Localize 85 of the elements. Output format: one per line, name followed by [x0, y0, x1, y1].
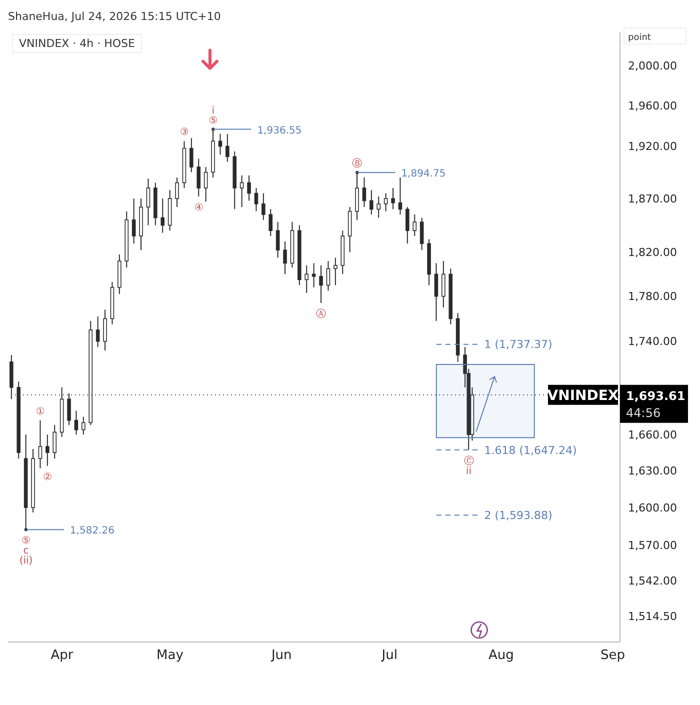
annotation: ①: [36, 406, 45, 418]
annotation: Ⓑ: [352, 158, 362, 170]
annotation: (ii): [19, 556, 33, 567]
candlestick: [67, 392, 71, 426]
candlestick: [74, 410, 78, 436]
y-tick-label: 1,514.50: [628, 610, 677, 624]
candlestick: [370, 190, 374, 216]
y-tick-label: 1,630.00: [628, 464, 677, 478]
candlestick: [146, 178, 150, 226]
text: 44:56: [626, 406, 661, 420]
annotation: Ⓒ: [464, 454, 474, 467]
candlestick: [376, 196, 381, 218]
y-tick-label: 1,570.00: [628, 538, 677, 552]
candlestick: [434, 262, 438, 322]
candlestick: [391, 187, 395, 210]
candlestick: [204, 166, 208, 202]
candlestick: [326, 260, 330, 292]
ref-line-label: 1.618 (1,647.24): [484, 444, 577, 457]
candlestick: [262, 192, 266, 220]
y-tick-label: 1,740.00: [628, 335, 677, 348]
y-axis-title: point: [628, 33, 652, 43]
candlestick: [38, 420, 42, 469]
candlestick: [240, 174, 244, 208]
candlestick: [196, 158, 201, 197]
candlestick: [406, 206, 410, 244]
candlestick: [247, 174, 251, 202]
candlestick: [268, 208, 273, 236]
annotation: ③: [180, 127, 189, 138]
y-tick-label: 1,780.00: [628, 290, 677, 304]
y-tick-label: 1,820.00: [628, 246, 677, 260]
candlestick: [46, 434, 50, 466]
candlestick: [254, 187, 258, 212]
annotation: ②: [43, 472, 52, 483]
candlestick: [132, 198, 136, 244]
candlestick: [226, 133, 230, 162]
candlestick: [384, 192, 388, 212]
text: 1,693.61: [626, 388, 686, 403]
y-tick-label: 1,542.00: [628, 574, 677, 588]
annotation: c: [23, 546, 29, 557]
candlestick: [412, 214, 417, 236]
candlestick: [82, 416, 86, 436]
x-tick-label: May: [156, 648, 184, 664]
candlestick: [312, 262, 316, 288]
x-tick-label: Jul: [380, 648, 398, 664]
candlestick: [96, 316, 100, 348]
candlestick: [420, 217, 424, 251]
x-tick-label: Jun: [270, 648, 292, 664]
candlestick: [160, 198, 165, 234]
candlestick: [355, 172, 359, 220]
candlestick: [190, 138, 194, 173]
annotation: ⑤: [22, 536, 31, 547]
text: VNINDEX · 4h · HOSE: [12, 34, 142, 53]
ref-line-label: 1 (1,737.37): [484, 338, 552, 352]
annotation: 1,894.75: [401, 168, 446, 180]
candlestick: [362, 176, 366, 208]
annotation: i: [212, 105, 215, 116]
annotation: Ⓐ: [316, 308, 326, 320]
candlestick: [218, 133, 222, 156]
candlestick: [319, 264, 323, 304]
ref-line-label: VNINDEX: [547, 388, 619, 404]
annotation: ④: [194, 202, 204, 214]
ref-line-label: 2 (1,593.88): [484, 509, 552, 522]
candlestick: [276, 222, 280, 258]
annotation: 1,936.55: [257, 125, 302, 136]
y-tick-label: 1,920.00: [628, 140, 677, 154]
annotation: 1,582.26: [70, 526, 115, 537]
chart-subtitle: ShaneHua, Jul 24, 2026 15:15 UTC+10: [8, 9, 222, 25]
y-tick-label: 1,870.00: [628, 192, 677, 206]
candlestick: [304, 264, 309, 294]
candlestick: [334, 257, 338, 286]
y-tick-label: 1,600.00: [628, 501, 677, 514]
y-tick-label: 1,960.00: [628, 99, 677, 112]
y-tick-label: 1,660.00: [628, 428, 677, 442]
annotation: ii: [466, 466, 472, 477]
y-tick-label: 2,000.00: [628, 59, 677, 72]
x-tick-label: Apr: [50, 648, 74, 664]
candlestick: [175, 176, 179, 208]
candlestick: [52, 424, 57, 460]
candlestick: [398, 176, 402, 216]
candlestick: [283, 240, 287, 275]
annotation: ⑤: [208, 115, 218, 126]
candlestick: [442, 260, 446, 308]
candlestick: [103, 309, 107, 351]
x-tick-label: Sep: [600, 648, 626, 664]
x-tick-label: Aug: [488, 648, 514, 664]
